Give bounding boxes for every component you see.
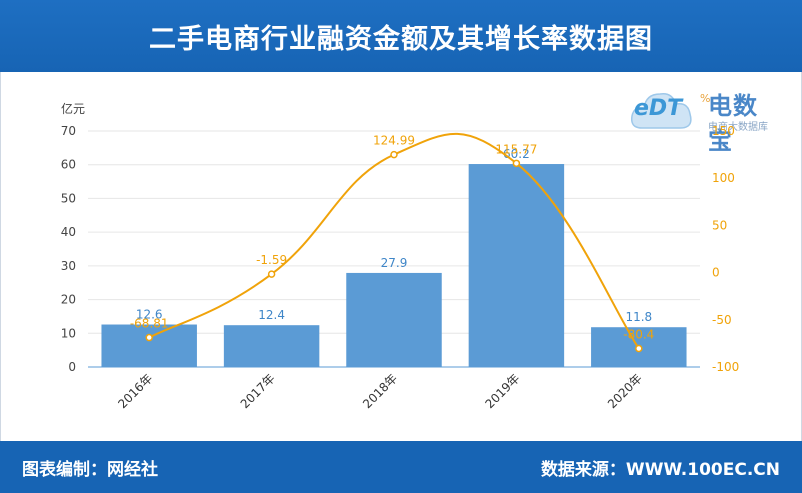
brand-logo: eDT % 电数宝 电商大数据库 — [628, 82, 768, 155]
logo-subtitle: 电商大数据库 — [708, 122, 768, 133]
logo-mark: eDT — [634, 96, 683, 121]
x-tick-label: 2019年 — [483, 371, 523, 411]
line-point — [390, 150, 398, 159]
y2-tick-label: 150 — [712, 124, 735, 138]
line-value-label: -68.81 — [130, 317, 169, 331]
chart-canvas: 0 10 20 30 40 50 60 70 亿元 -100 -50 0 50 100 150 12.6 12.… — [61, 101, 740, 411]
y-tick-label: 20 — [61, 293, 76, 307]
line-point — [635, 344, 643, 353]
y2-tick-label: 100 — [712, 171, 735, 185]
x-tick-label: 2018年 — [360, 371, 400, 411]
y-tick-label: 10 — [61, 326, 76, 340]
bar-value-label: 12.6 — [136, 308, 163, 322]
y2-tick-label: -100 — [712, 360, 739, 374]
y-tick-label: 30 — [61, 259, 76, 273]
bar — [468, 164, 565, 367]
cloud-icon — [630, 92, 692, 129]
logo-percent: % — [700, 92, 711, 105]
y-tick-label: 70 — [61, 124, 76, 138]
bar-value-label: 12.4 — [258, 308, 285, 322]
line-point — [267, 270, 276, 278]
y-tick-label: 50 — [61, 191, 76, 205]
x-tick-label: 2016年 — [115, 371, 155, 411]
chart-title: 二手电商行业融资金额及其增长率数据图 — [149, 23, 653, 55]
title-banner: 二手电商行业融资金额及其增长率数据图 — [0, 0, 802, 72]
bar-value-label: 27.9 — [381, 256, 408, 270]
bar — [346, 272, 442, 367]
line-value-label: 115.77 — [495, 142, 537, 156]
y-tick-label: 0 — [68, 360, 76, 374]
bar-value-label: 11.8 — [625, 310, 652, 324]
footer-credit: 图表编制：网经社 — [22, 459, 158, 480]
line-point — [512, 159, 521, 168]
x-tick-label: 2020年 — [605, 371, 645, 411]
footer-source: 数据来源：WWW.100EC.CN — [540, 459, 780, 480]
line-value-label: 124.99 — [373, 134, 415, 148]
y2-tick-label: 0 — [712, 266, 720, 280]
y-tick-label: 60 — [61, 158, 76, 172]
y-tick-label: 40 — [61, 225, 76, 239]
line-value-label: -1.59 — [256, 253, 287, 267]
growth-rate-line — [148, 132, 640, 350]
footer-bar: 图表编制：网经社 数据来源：WWW.100EC.CN — [0, 441, 802, 493]
logo-title: 电数宝 — [708, 92, 758, 155]
bar — [101, 324, 197, 367]
line-value-label: -80.4 — [623, 327, 654, 341]
bar — [223, 325, 320, 367]
x-tick-label: 2017年 — [238, 371, 278, 411]
line-point — [145, 333, 153, 342]
y-axis-label: 亿元 — [61, 101, 85, 116]
y2-tick-label: 50 — [712, 218, 727, 232]
y2-tick-label: -50 — [712, 313, 732, 327]
